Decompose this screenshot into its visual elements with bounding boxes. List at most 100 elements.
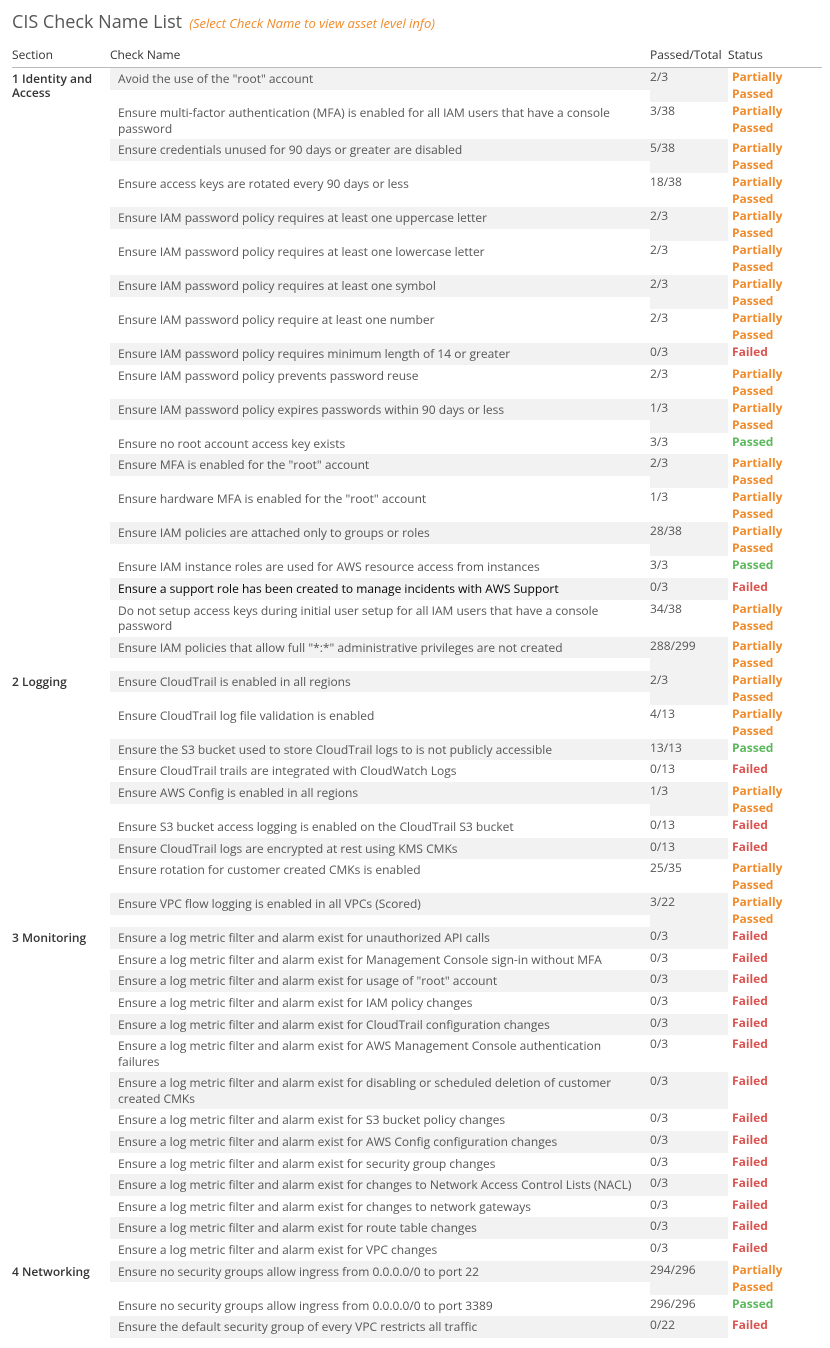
check-name[interactable]: Ensure a log metric filter and alarm exi…: [110, 1174, 650, 1196]
check-name[interactable]: Ensure a log metric filter and alarm exi…: [110, 1239, 650, 1261]
section-label: 3 Monitoring: [12, 927, 110, 1261]
col-status: Status: [728, 42, 822, 68]
check-name[interactable]: Ensure rotation for customer created CMK…: [110, 859, 650, 881]
passed-total: 4/13: [650, 705, 728, 739]
check-name[interactable]: Ensure S3 bucket access logging is enabl…: [110, 816, 650, 838]
passed-total: 0/3: [650, 343, 728, 365]
status-badge: Partially Passed: [732, 68, 822, 102]
status-badge: Partially Passed: [732, 399, 822, 433]
passed-total: 1/3: [650, 782, 728, 816]
check-name[interactable]: Ensure a log metric filter and alarm exi…: [110, 927, 650, 949]
col-name: Check Name: [110, 42, 650, 68]
passed-total: 0/3: [650, 970, 728, 992]
check-name[interactable]: Ensure AWS Config is enabled in all regi…: [110, 782, 650, 804]
check-name[interactable]: Ensure MFA is enabled for the "root" acc…: [110, 454, 650, 476]
check-name[interactable]: Ensure access keys are rotated every 90 …: [110, 173, 650, 195]
check-name[interactable]: Ensure no security groups allow ingress …: [110, 1295, 650, 1317]
check-name[interactable]: Ensure CloudTrail is enabled in all regi…: [110, 671, 650, 693]
status-badge: Passed: [732, 433, 822, 455]
passed-total: 0/3: [650, 1196, 728, 1218]
status-badge: Failed: [732, 970, 822, 992]
check-name[interactable]: Ensure a log metric filter and alarm exi…: [110, 1196, 650, 1218]
status-badge: Partially Passed: [732, 241, 822, 275]
check-name[interactable]: Ensure IAM password policy requires at l…: [110, 241, 650, 263]
status-badge: Partially Passed: [732, 275, 822, 309]
status-badge: Partially Passed: [732, 1261, 822, 1295]
check-name[interactable]: Ensure no root account access key exists: [110, 433, 650, 455]
check-name[interactable]: Ensure a log metric filter and alarm exi…: [110, 1072, 650, 1109]
passed-total: 2/3: [650, 68, 728, 102]
passed-total: 34/38: [650, 600, 728, 637]
section-label: 4 Networking: [12, 1261, 110, 1338]
check-name[interactable]: Ensure CloudTrail logs are encrypted at …: [110, 838, 650, 860]
passed-total: 0/3: [650, 1072, 728, 1109]
status-badge: Partially Passed: [732, 173, 822, 207]
status-badge: Failed: [732, 1035, 822, 1072]
cis-table: Section Check Name Passed/Total Status 1…: [12, 42, 822, 1338]
status-badge: Partially Passed: [732, 522, 822, 556]
passed-total: 0/3: [650, 1109, 728, 1131]
status-badge: Partially Passed: [732, 637, 822, 671]
passed-total: 3/38: [650, 102, 728, 139]
page-title: CIS Check Name List: [12, 10, 182, 34]
check-name[interactable]: Ensure the default security group of eve…: [110, 1316, 650, 1338]
passed-total: 25/35: [650, 859, 728, 893]
status-badge: Failed: [732, 1131, 822, 1153]
status-badge: Failed: [732, 1239, 822, 1261]
page-header: CIS Check Name List (Select Check Name t…: [12, 10, 818, 34]
check-name[interactable]: Ensure CloudTrail log file validation is…: [110, 705, 650, 727]
passed-total: 296/296: [650, 1295, 728, 1317]
status-badge: Failed: [732, 927, 822, 949]
status-badge: Failed: [732, 760, 822, 782]
check-name[interactable]: Ensure IAM password policy requires at l…: [110, 275, 650, 297]
check-name[interactable]: Ensure a log metric filter and alarm exi…: [110, 1014, 650, 1036]
status-badge: Failed: [732, 1153, 822, 1175]
passed-total: 1/3: [650, 488, 728, 522]
check-name[interactable]: Ensure VPC flow logging is enabled in al…: [110, 893, 650, 915]
check-name[interactable]: Ensure IAM password policy requires mini…: [110, 343, 650, 365]
status-badge: Partially Passed: [732, 705, 822, 739]
passed-total: 0/22: [650, 1316, 728, 1338]
passed-total: 1/3: [650, 399, 728, 433]
passed-total: 2/3: [650, 275, 728, 309]
passed-total: 2/3: [650, 241, 728, 275]
check-name[interactable]: Ensure IAM password policy requires at l…: [110, 207, 650, 229]
check-name[interactable]: Ensure CloudTrail trails are integrated …: [110, 760, 650, 782]
passed-total: 0/3: [650, 1217, 728, 1239]
status-badge: Partially Passed: [732, 207, 822, 241]
check-name[interactable]: Ensure a log metric filter and alarm exi…: [110, 1035, 650, 1072]
check-name[interactable]: Ensure a log metric filter and alarm exi…: [110, 1217, 650, 1239]
status-badge: Passed: [732, 1295, 822, 1317]
passed-total: 0/13: [650, 838, 728, 860]
passed-total: 0/3: [650, 1153, 728, 1175]
check-name[interactable]: Ensure a log metric filter and alarm exi…: [110, 992, 650, 1014]
check-name[interactable]: Ensure IAM password policy prevents pass…: [110, 365, 650, 387]
check-name[interactable]: Ensure IAM policies are attached only to…: [110, 522, 650, 544]
passed-total: 2/3: [650, 309, 728, 343]
check-name[interactable]: Ensure multi-factor authentication (MFA)…: [110, 102, 650, 139]
passed-total: 0/3: [650, 1174, 728, 1196]
check-name[interactable]: Ensure a log metric filter and alarm exi…: [110, 1153, 650, 1175]
status-badge: Failed: [732, 1196, 822, 1218]
check-name[interactable]: Ensure IAM instance roles are used for A…: [110, 556, 650, 578]
passed-total: 0/3: [650, 1035, 728, 1072]
passed-total: 0/3: [650, 1014, 728, 1036]
check-name[interactable]: Ensure IAM policies that allow full "*:*…: [110, 637, 650, 659]
check-name[interactable]: Ensure a log metric filter and alarm exi…: [110, 970, 650, 992]
check-name[interactable]: Ensure hardware MFA is enabled for the "…: [110, 488, 650, 510]
check-name[interactable]: Ensure no security groups allow ingress …: [110, 1261, 650, 1283]
passed-total: 0/3: [650, 992, 728, 1014]
passed-total: 18/38: [650, 173, 728, 207]
check-name[interactable]: Ensure a log metric filter and alarm exi…: [110, 1109, 650, 1131]
check-name[interactable]: Avoid the use of the "root" account: [110, 68, 650, 90]
check-name[interactable]: Do not setup access keys during initial …: [110, 600, 650, 637]
check-name[interactable]: Ensure IAM password policy expires passw…: [110, 399, 650, 421]
check-name[interactable]: Ensure a log metric filter and alarm exi…: [110, 1131, 650, 1153]
check-name[interactable]: Ensure a support role has been created t…: [110, 578, 650, 600]
check-name[interactable]: Ensure the S3 bucket used to store Cloud…: [110, 739, 650, 761]
check-name[interactable]: Ensure credentials unused for 90 days or…: [110, 139, 650, 161]
status-badge: Failed: [732, 578, 822, 600]
check-name[interactable]: Ensure IAM password policy require at le…: [110, 309, 650, 331]
status-badge: Passed: [732, 739, 822, 761]
check-name[interactable]: Ensure a log metric filter and alarm exi…: [110, 949, 650, 971]
